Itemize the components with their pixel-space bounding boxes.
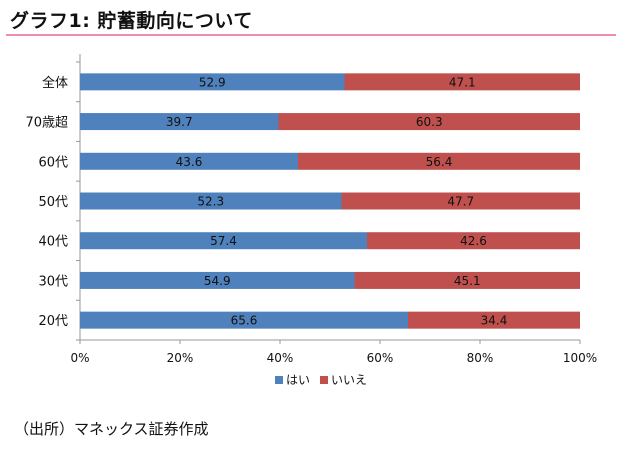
bar-no	[367, 232, 580, 250]
bar-yes	[80, 73, 345, 91]
data-label: 42.6	[460, 234, 487, 248]
title-underline	[6, 34, 616, 36]
bar-no	[344, 73, 580, 91]
bar-no	[278, 113, 580, 131]
data-label: 39.7	[166, 115, 193, 129]
data-label: 52.3	[197, 195, 224, 209]
data-label: 56.4	[426, 155, 453, 169]
bar-yes	[80, 271, 355, 289]
bar-no	[408, 311, 580, 329]
category-label: 全体	[42, 75, 68, 91]
bar-no	[298, 152, 580, 170]
x-tick-label: 100%	[563, 351, 597, 365]
legend-label: はい	[286, 373, 310, 387]
legend-swatch-yes	[275, 376, 283, 384]
data-label: 54.9	[204, 274, 231, 288]
category-label: 60代	[38, 155, 68, 170]
bar-no	[354, 271, 580, 289]
chart-title: グラフ1: 貯蓄動向について	[10, 10, 253, 32]
data-label: 34.4	[481, 314, 508, 328]
data-label: 47.7	[447, 195, 474, 209]
data-label: 47.1	[449, 75, 476, 89]
stacked-bar-chart: 0% 20% 40% 60% 80% 100% 全体 52.9 47.1 70歳超 39.7 60.3…	[25, 54, 597, 387]
category-label: 70歳超	[25, 116, 68, 131]
x-tick-label: 80%	[467, 351, 494, 365]
x-tick-label: 20%	[167, 351, 194, 365]
bar-yes	[80, 232, 367, 250]
source-note: （出所）マネックス証券作成	[14, 420, 209, 438]
category-label: 20代	[38, 314, 68, 329]
bar-yes	[80, 152, 298, 170]
data-label: 45.1	[454, 274, 481, 288]
data-label: 65.6	[231, 314, 258, 328]
data-label: 60.3	[416, 115, 443, 129]
category-label: 40代	[38, 235, 68, 250]
legend-swatch-no	[320, 376, 328, 384]
bar-no	[341, 192, 580, 210]
data-label: 43.6	[176, 155, 203, 169]
data-label: 57.4	[210, 234, 237, 248]
data-label: 52.9	[199, 75, 226, 89]
bar-yes	[80, 311, 408, 329]
x-tick-label: 60%	[367, 351, 394, 365]
x-tick-label: 0%	[70, 351, 89, 365]
bar-yes	[80, 113, 279, 131]
category-label: 30代	[38, 274, 68, 289]
x-tick-label: 40%	[267, 351, 294, 365]
bar-yes	[80, 192, 342, 210]
category-label: 50代	[38, 195, 68, 210]
legend-label: いいえ	[331, 373, 367, 387]
